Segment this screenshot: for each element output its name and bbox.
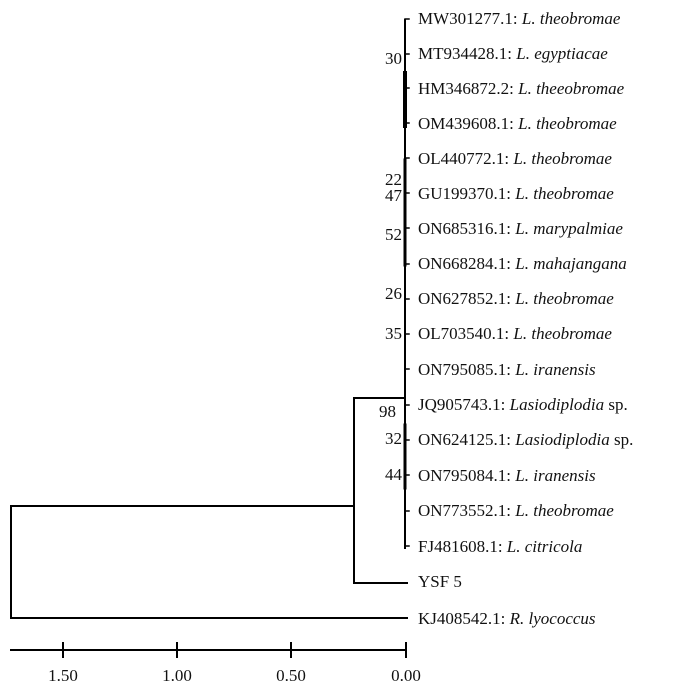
accession: OL703540.1: bbox=[418, 324, 510, 343]
bootstrap-value: 98 bbox=[379, 402, 396, 421]
bootstrap-value: 26 bbox=[385, 284, 402, 303]
bootstrap-value: 52 bbox=[385, 225, 402, 244]
species: L. theobromae bbox=[515, 184, 614, 203]
species-suffix: sp. bbox=[608, 395, 628, 414]
leaf-label: ON685316.1: L. marypalmiae bbox=[418, 219, 623, 239]
species: L. theeobromae bbox=[518, 79, 625, 98]
scale-label-1.00: 1.00 bbox=[162, 666, 192, 685]
species: R. lyococcus bbox=[509, 609, 596, 628]
leaf-label: ON668284.1: L. mahajangana bbox=[418, 254, 627, 274]
bootstrap-value: 47 bbox=[385, 186, 402, 205]
leaf-label-outgroup: KJ408542.1: R. lyococcus bbox=[418, 609, 596, 629]
leaf-ticks bbox=[404, 18, 410, 547]
species: L. theobromae bbox=[513, 324, 612, 343]
accession: KJ408542.1: bbox=[418, 609, 506, 628]
accession: ON773552.1: bbox=[418, 501, 512, 520]
leaf-label: MW301277.1: L. theobromae bbox=[418, 9, 620, 29]
leaf-label: OL703540.1: L. theobromae bbox=[418, 324, 612, 344]
scale-label-1.50: 1.50 bbox=[48, 666, 78, 685]
leaf-label: OL440772.1: L. theobromae bbox=[418, 149, 612, 169]
accession: ON668284.1: bbox=[418, 254, 512, 273]
bootstrap-value: 35 bbox=[385, 324, 402, 343]
accession: MT934428.1: bbox=[418, 44, 512, 63]
accession: OM439608.1: bbox=[418, 114, 514, 133]
species: L. theobromae bbox=[518, 114, 617, 133]
accession: ON624125.1: bbox=[418, 430, 512, 449]
leaf-label: ON624125.1: Lasiodiplodia sp. bbox=[418, 430, 633, 450]
leaf-label: ON773552.1: L. theobromae bbox=[418, 501, 614, 521]
leaf-label: FJ481608.1: L. citricola bbox=[418, 537, 582, 557]
species: Lasiodiplodia bbox=[509, 395, 605, 414]
species: L. theobromae bbox=[515, 501, 614, 520]
scale-label-0.50: 0.50 bbox=[276, 666, 306, 685]
accession: MW301277.1: bbox=[418, 9, 518, 28]
leaf-label: JQ905743.1: Lasiodiplodia sp. bbox=[418, 395, 628, 415]
leaf-label: ON627852.1: L. theobromae bbox=[418, 289, 614, 309]
species: L. theobromae bbox=[521, 9, 621, 28]
leaf-label: ON795084.1: L. iranensis bbox=[418, 466, 596, 486]
species: L. mahajangana bbox=[515, 254, 627, 273]
leaf-label: OM439608.1: L. theobromae bbox=[418, 114, 617, 134]
species: L. iranensis bbox=[515, 360, 596, 379]
leaf-label: ON795085.1: L. iranensis bbox=[418, 360, 596, 380]
leaf-label: HM346872.2: L. theeobromae bbox=[418, 79, 624, 99]
species-suffix: sp. bbox=[614, 430, 634, 449]
bootstrap-value: 44 bbox=[385, 465, 402, 484]
species: L. iranensis bbox=[515, 466, 596, 485]
accession: ON685316.1: bbox=[418, 219, 512, 238]
accession: ON795085.1: bbox=[418, 360, 512, 379]
accession: OL440772.1: bbox=[418, 149, 510, 168]
species: L. marypalmiae bbox=[515, 219, 623, 238]
species: Lasiodiplodia bbox=[515, 430, 610, 449]
accession: HM346872.2: bbox=[418, 79, 514, 98]
accession: ON795084.1: bbox=[418, 466, 512, 485]
accession: JQ905743.1: bbox=[418, 395, 506, 414]
leaf-label-ysf5: YSF 5 bbox=[418, 572, 462, 592]
accession: YSF 5 bbox=[418, 572, 462, 591]
species: L. theobromae bbox=[515, 289, 614, 308]
species: L. theobromae bbox=[513, 149, 612, 168]
accession: GU199370.1: bbox=[418, 184, 512, 203]
bootstrap-value: 30 bbox=[385, 49, 402, 68]
scale-label-0.00: 0.00 bbox=[391, 666, 421, 685]
accession: ON627852.1: bbox=[418, 289, 512, 308]
species: L. egyptiacae bbox=[516, 44, 608, 63]
species: L. citricola bbox=[506, 537, 583, 556]
leaf-label: GU199370.1: L. theobromae bbox=[418, 184, 614, 204]
leaf-label: MT934428.1: L. egyptiacae bbox=[418, 44, 608, 64]
accession: FJ481608.1: bbox=[418, 537, 503, 556]
bootstrap-value: 32 bbox=[385, 429, 402, 448]
bootstrap-value: 22 bbox=[385, 170, 402, 189]
